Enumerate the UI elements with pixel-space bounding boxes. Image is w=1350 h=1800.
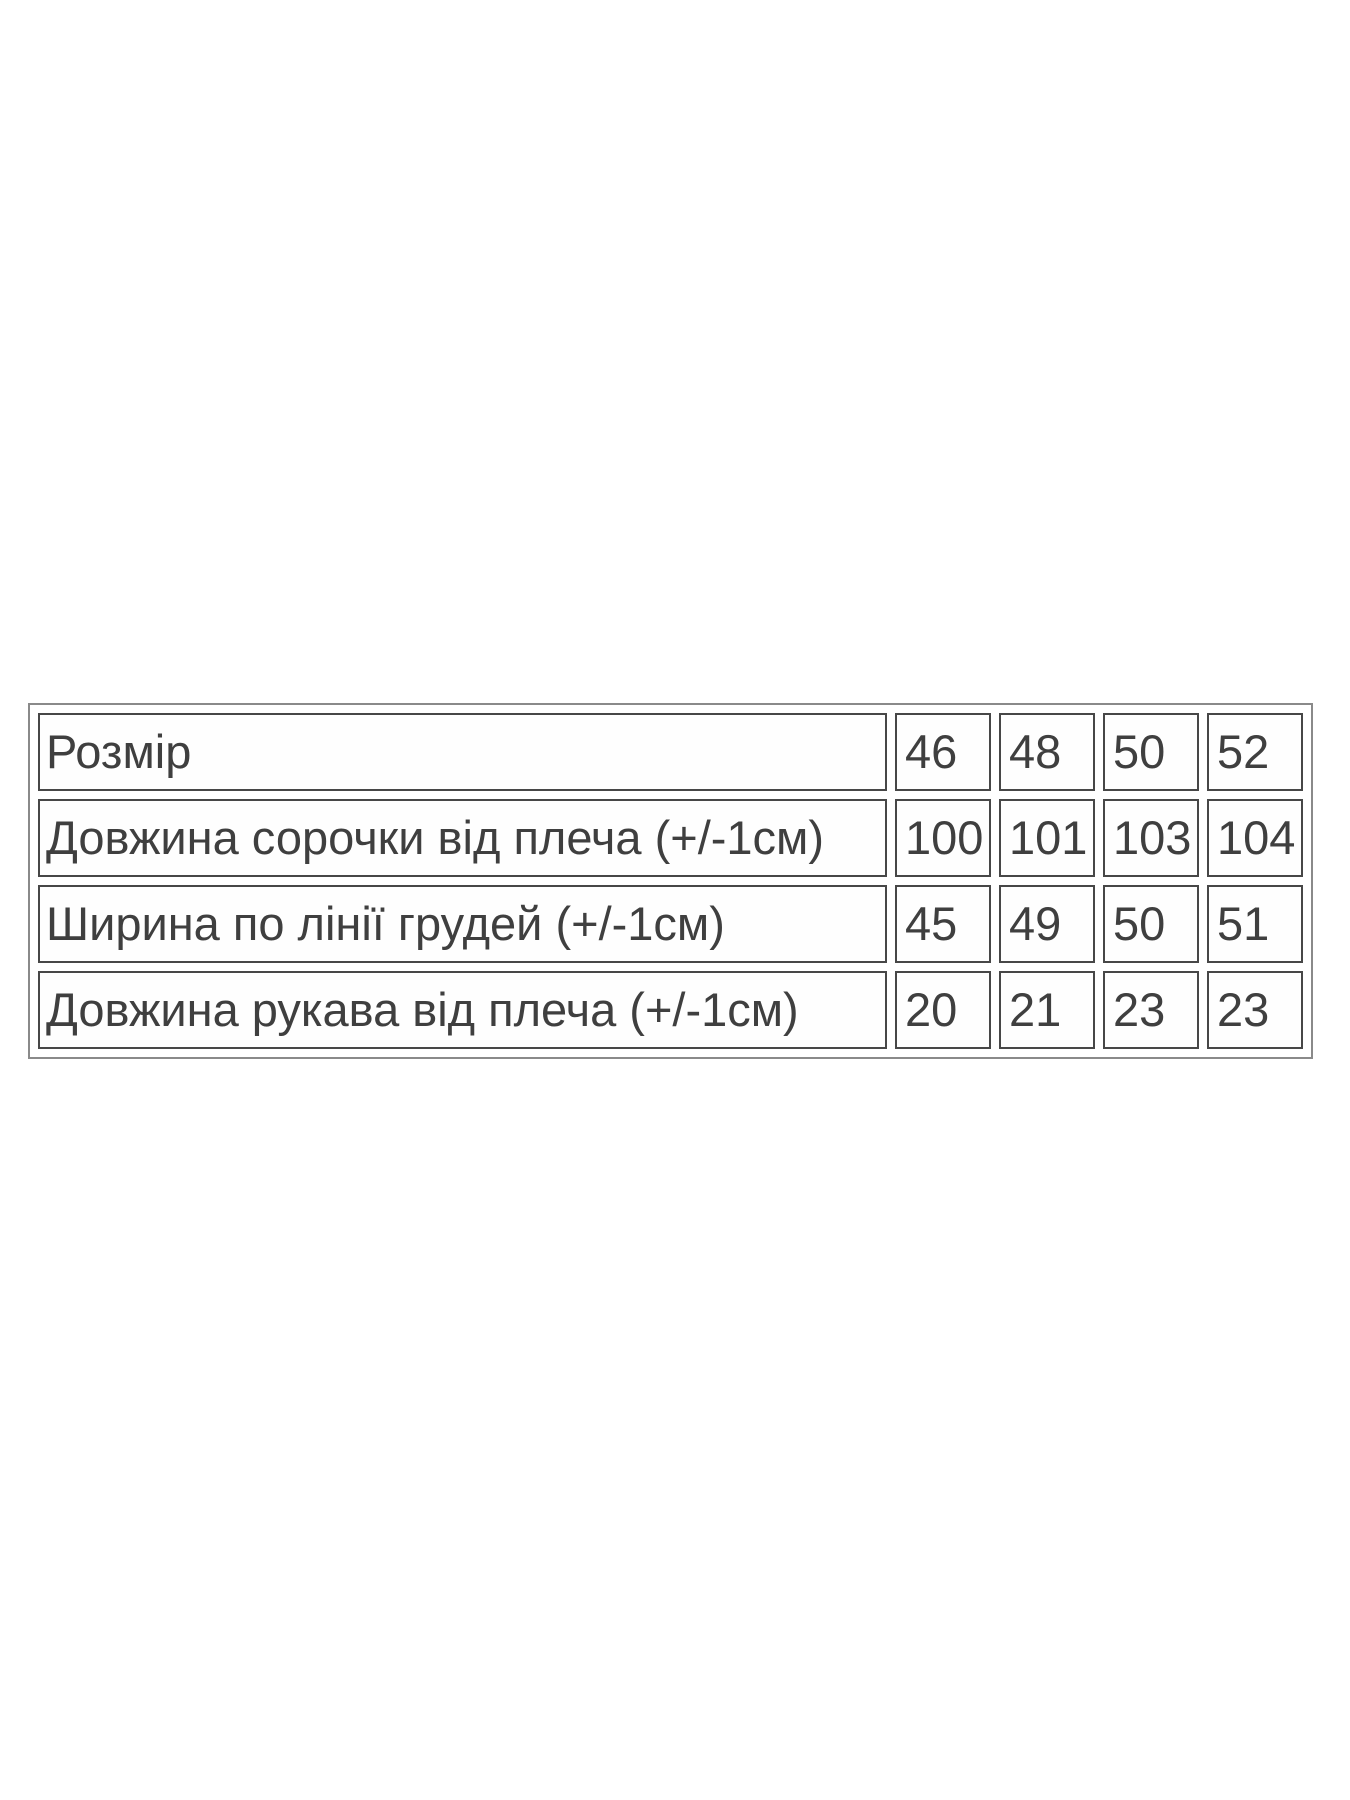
table-row-sleeve-length: Довжина рукава від плеча (+/-1см) 20 21 …: [38, 971, 1303, 1049]
size-chart-body: Розмір 46 48 50 52 Довжина сорочки від п…: [38, 713, 1303, 1049]
sleeve-length-value: 20: [895, 971, 991, 1049]
row-label-shirt-length: Довжина сорочки від плеча (+/-1см): [38, 799, 887, 877]
chest-width-value: 51: [1207, 885, 1303, 963]
size-value: 50: [1103, 713, 1199, 791]
shirt-length-value: 101: [999, 799, 1095, 877]
table-row-chest-width: Ширина по лінії грудей (+/-1см) 45 49 50…: [38, 885, 1303, 963]
shirt-length-value: 103: [1103, 799, 1199, 877]
chest-width-value: 50: [1103, 885, 1199, 963]
shirt-length-value: 100: [895, 799, 991, 877]
table-row-size: Розмір 46 48 50 52: [38, 713, 1303, 791]
table-row-shirt-length: Довжина сорочки від плеча (+/-1см) 100 1…: [38, 799, 1303, 877]
chest-width-value: 45: [895, 885, 991, 963]
row-label-sleeve-length: Довжина рукава від плеча (+/-1см): [38, 971, 887, 1049]
size-value: 52: [1207, 713, 1303, 791]
size-value: 48: [999, 713, 1095, 791]
sleeve-length-value: 23: [1103, 971, 1199, 1049]
row-label-chest-width: Ширина по лінії грудей (+/-1см): [38, 885, 887, 963]
size-chart-table: Розмір 46 48 50 52 Довжина сорочки від п…: [28, 703, 1313, 1059]
sleeve-length-value: 21: [999, 971, 1095, 1049]
row-label-size: Розмір: [38, 713, 887, 791]
shirt-length-value: 104: [1207, 799, 1303, 877]
sleeve-length-value: 23: [1207, 971, 1303, 1049]
size-value: 46: [895, 713, 991, 791]
chest-width-value: 49: [999, 885, 1095, 963]
